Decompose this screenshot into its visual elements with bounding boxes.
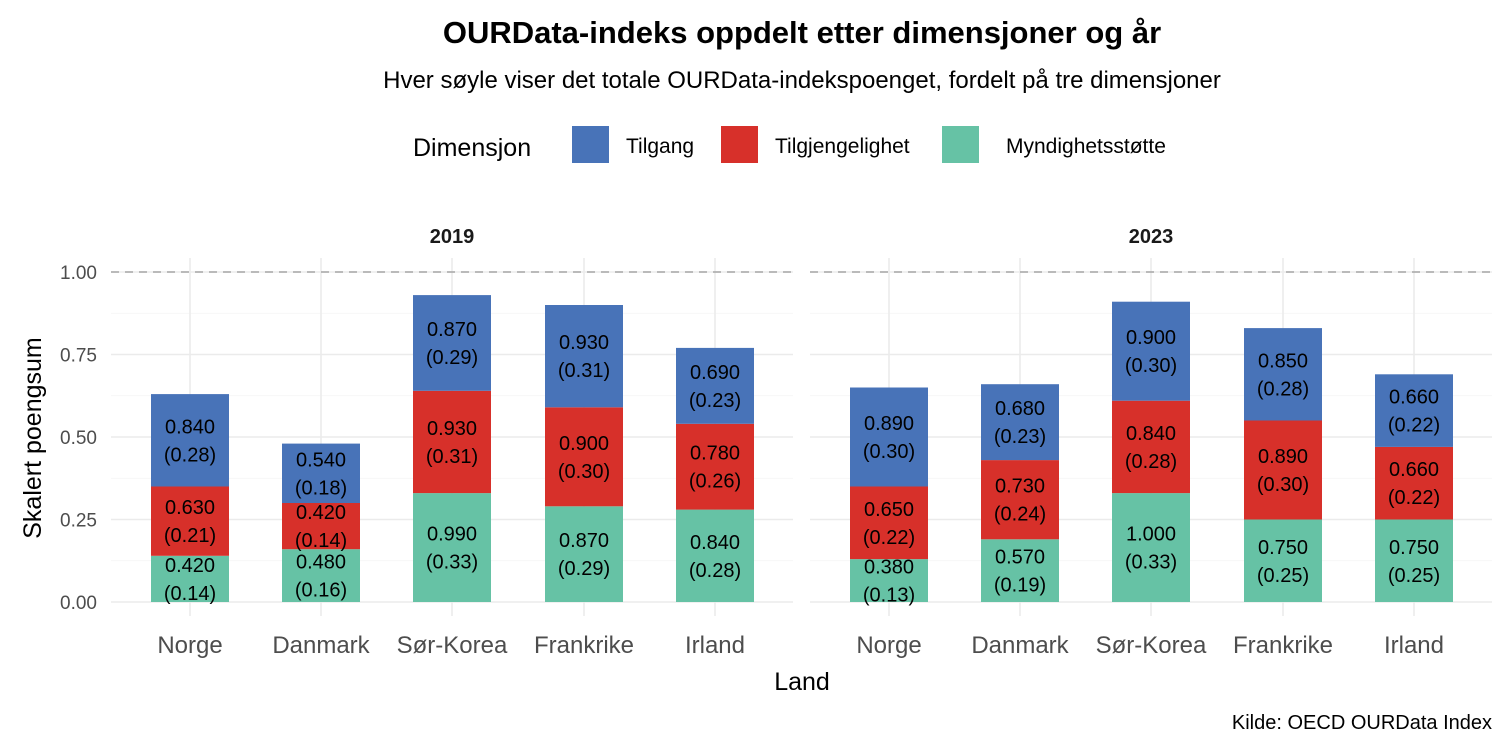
bar-label-2019-0-0: 0.420 (0.14) xyxy=(164,555,216,605)
x-tick-label-2019-2: Sør-Korea xyxy=(397,632,508,659)
panels: 2019 0.00 0.25 0.50 0.75 1.00 0.420 (0.14) 0.630… xyxy=(60,226,1492,659)
legend-label-2: Myndighetsstøtte xyxy=(1006,135,1166,158)
bar-2019-0-0 xyxy=(151,555,229,602)
y-tick-label-4: 1.00 xyxy=(60,263,97,284)
x-tick-label-2019-1: Danmark xyxy=(272,632,370,659)
legend-key-1 xyxy=(721,126,758,163)
bar-2023-3-2 xyxy=(1244,328,1322,421)
bar-label-2019-3-2: 0.930 (0.31) xyxy=(558,332,610,382)
bar-label-2019-2-2: 0.870 (0.29) xyxy=(426,319,478,369)
bar-label-2019-4-2: 0.690 (0.23) xyxy=(689,362,741,412)
legend: Dimensjon Tilgang Tilgjengelighet Myndighe… xyxy=(413,126,1166,163)
bar-label-2023-3-1: 0.890 (0.30) xyxy=(1257,446,1309,496)
bar-2023-0-1 xyxy=(850,486,928,560)
x-tick-label-2019-0: Norge xyxy=(157,632,222,659)
bar-2019-1-2 xyxy=(282,443,360,503)
bar-2023-1-0 xyxy=(981,539,1059,602)
bar-label-2019-3-1: 0.900 (0.30) xyxy=(558,433,610,483)
bar-label-2023-3-2: 0.850 (0.28) xyxy=(1257,350,1309,400)
bar-label-2023-1-2: 0.680 (0.23) xyxy=(994,398,1046,448)
bar-2023-1-1 xyxy=(981,460,1059,540)
bar-label-2019-1-0: 0.480 (0.16) xyxy=(295,552,347,602)
bar-label-2019-0-1: 0.630 (0.21) xyxy=(164,497,216,547)
bar-2019-1-1 xyxy=(282,503,360,550)
bar-2019-0-1 xyxy=(151,486,229,556)
bar-2019-2-1 xyxy=(413,390,491,494)
bar-label-2023-0-2: 0.890 (0.30) xyxy=(863,413,915,463)
bar-2019-4-2 xyxy=(676,347,754,424)
bar-2023-0-2 xyxy=(850,387,928,487)
bar-label-2019-1-1: 0.420 (0.14) xyxy=(295,502,347,552)
panel-2023: 2023 0.380 (0.13) 0.650 (0.22) 0.890 (0.30) Nor… xyxy=(810,226,1492,659)
bar-label-2023-2-0: 1.000 (0.33) xyxy=(1125,524,1177,574)
bar-label-2019-4-1: 0.780 (0.26) xyxy=(689,443,741,493)
legend-title: Dimensjon xyxy=(413,134,531,162)
legend-key-0 xyxy=(572,126,609,163)
bar-label-2023-0-1: 0.650 (0.22) xyxy=(863,499,915,549)
x-tick-label-2023-1: Danmark xyxy=(971,632,1069,659)
legend-label-0: Tilgang xyxy=(626,135,694,158)
chart-subtitle: Hver søyle viser det totale OURData-inde… xyxy=(383,67,1221,94)
bar-2023-2-1 xyxy=(1112,400,1190,494)
bar-label-2023-4-2: 0.660 (0.22) xyxy=(1388,387,1440,437)
bar-2023-4-0 xyxy=(1375,519,1453,602)
bar-label-2023-3-0: 0.750 (0.25) xyxy=(1257,537,1309,587)
bar-2023-0-0 xyxy=(850,559,928,602)
bar-label-2019-0-2: 0.840 (0.28) xyxy=(164,416,216,466)
x-tick-label-2019-3: Frankrike xyxy=(534,632,634,659)
x-tick-label-2023-0: Norge xyxy=(856,632,921,659)
bar-2019-2-0 xyxy=(413,493,491,602)
bar-label-2023-1-1: 0.730 (0.24) xyxy=(994,476,1046,526)
y-tick-label-0: 0.00 xyxy=(60,593,97,614)
y-tick-label-2: 0.50 xyxy=(60,428,97,449)
bar-label-2023-2-1: 0.840 (0.28) xyxy=(1125,423,1177,473)
x-axis-title: Land xyxy=(774,668,830,696)
bar-2019-4-1 xyxy=(676,423,754,510)
legend-key-2 xyxy=(942,126,979,163)
bar-label-2019-1-2: 0.540 (0.18) xyxy=(295,449,347,499)
y-tick-label-1: 0.25 xyxy=(60,511,97,532)
bar-2019-3-1 xyxy=(545,407,623,507)
bar-label-2023-2-2: 0.900 (0.30) xyxy=(1125,327,1177,377)
bar-2019-1-0 xyxy=(282,549,360,602)
caption: Kilde: OECD OURData Index xyxy=(1232,712,1492,734)
panel-label-2019: 2019 xyxy=(430,226,475,248)
bar-label-2019-4-0: 0.840 (0.28) xyxy=(689,532,741,582)
bar-2019-4-0 xyxy=(676,509,754,602)
y-axis-title: Skalert poengsum xyxy=(19,337,47,539)
panel-label-2023: 2023 xyxy=(1129,226,1174,248)
legend-label-1: Tilgjengelighet xyxy=(775,135,910,158)
bar-2019-0-2 xyxy=(151,394,229,487)
bar-2023-2-0 xyxy=(1112,493,1190,602)
x-tick-label-2019-4: Irland xyxy=(685,632,745,659)
bar-2019-3-0 xyxy=(545,506,623,602)
panel-2019: 2019 0.00 0.25 0.50 0.75 1.00 0.420 (0.14) 0.630… xyxy=(60,226,793,659)
bar-label-2019-2-0: 0.990 (0.33) xyxy=(426,524,478,574)
x-tick-label-2023-4: Irland xyxy=(1384,632,1444,659)
bar-label-2023-0-0: 0.380 (0.13) xyxy=(863,557,915,607)
bar-2023-4-1 xyxy=(1375,446,1453,520)
bar-2019-2-2 xyxy=(413,295,491,391)
y-tick-label-3: 0.75 xyxy=(60,346,97,367)
x-tick-label-2023-2: Sør-Korea xyxy=(1096,632,1207,659)
bar-label-2019-2-1: 0.930 (0.31) xyxy=(426,418,478,468)
bar-2023-3-1 xyxy=(1244,420,1322,520)
bar-2023-4-2 xyxy=(1375,374,1453,447)
bar-2023-1-2 xyxy=(981,384,1059,461)
bar-label-2019-3-0: 0.870 (0.29) xyxy=(558,530,610,580)
bar-label-2023-4-0: 0.750 (0.25) xyxy=(1388,537,1440,587)
chart-title: OURData-indeks oppdelt etter dimensjoner… xyxy=(443,15,1161,50)
x-tick-label-2023-3: Frankrike xyxy=(1233,632,1333,659)
bar-2023-3-0 xyxy=(1244,519,1322,602)
bar-2023-2-2 xyxy=(1112,301,1190,401)
bar-label-2023-4-1: 0.660 (0.22) xyxy=(1388,459,1440,509)
bar-label-2023-1-0: 0.570 (0.19) xyxy=(994,547,1046,597)
bar-2019-3-2 xyxy=(545,305,623,408)
